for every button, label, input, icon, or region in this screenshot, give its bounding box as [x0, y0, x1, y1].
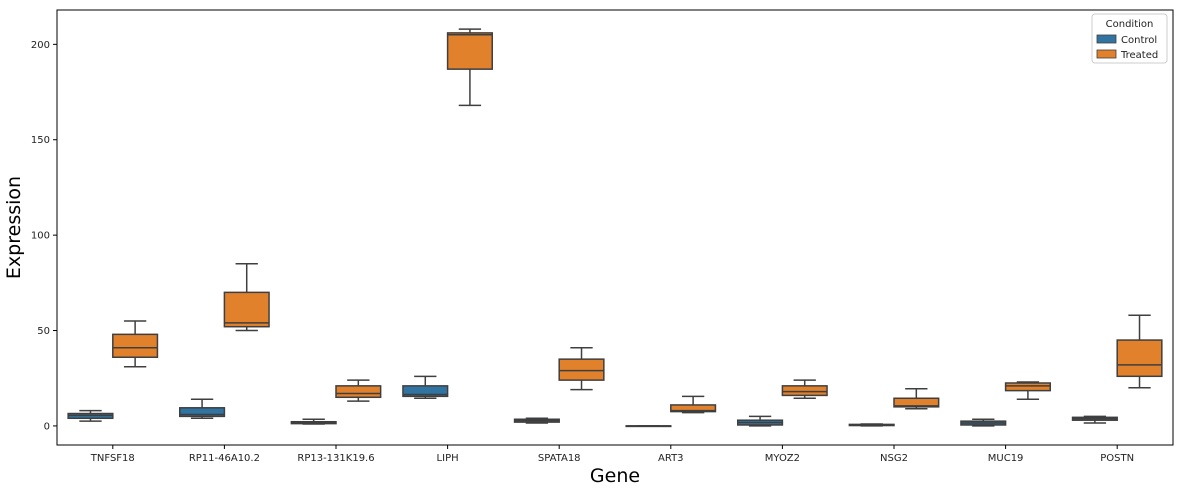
y-tick-label: 200: [31, 40, 50, 51]
iqr-box: [335, 385, 382, 399]
box-control: [179, 398, 226, 420]
box-control: [848, 423, 895, 427]
box-treated: [223, 263, 270, 332]
x-tick-label: ART3: [658, 453, 684, 464]
iqr-box: [112, 333, 159, 358]
box-treated: [1116, 314, 1163, 389]
box-treated: [893, 387, 940, 410]
x-tick-label: LIPH: [437, 453, 459, 464]
y-tick-label: 0: [44, 421, 50, 432]
box-control: [960, 418, 1007, 427]
x-tick-label: MUC19: [988, 453, 1024, 464]
x-tick-label: SPATA18: [538, 453, 581, 464]
box-treated: [112, 320, 159, 368]
legend-label: Treated: [1120, 50, 1158, 61]
box-control: [1071, 415, 1118, 424]
legend-label: Control: [1121, 35, 1157, 46]
box-control: [290, 418, 337, 425]
x-tick-label: TNFSF18: [90, 453, 135, 464]
box-treated: [781, 379, 828, 400]
legend-title: Condition: [1106, 19, 1154, 30]
x-axis: TNFSF18 RP11-46A10.2 RP13-131K19.6 LIPH SPAT…: [90, 445, 1134, 464]
iqr-box: [1004, 382, 1051, 392]
iqr-box: [1116, 339, 1163, 378]
y-axis-title: Expression: [3, 176, 25, 279]
legend-swatch: [1096, 34, 1117, 44]
legend: Condition Control Treated: [1091, 13, 1168, 64]
box-treated: [335, 379, 382, 402]
iqr-box: [446, 32, 493, 70]
y-axis: 0 50 100 150 200: [31, 40, 57, 432]
y-tick-label: 150: [31, 135, 50, 146]
iqr-box: [223, 291, 270, 328]
iqr-box: [670, 404, 717, 413]
x-axis-title: Gene: [590, 465, 640, 487]
iqr-box: [402, 385, 449, 398]
box-treated: [446, 28, 493, 107]
box-control: [625, 425, 672, 428]
box-control: [737, 415, 784, 427]
box-treated: [670, 395, 717, 414]
y-tick-label: 50: [37, 326, 50, 337]
iqr-box: [781, 385, 828, 397]
legend-swatch: [1096, 49, 1117, 59]
x-tick-label: RP13-131K19.6: [297, 453, 374, 464]
plot-frame: [56, 9, 1174, 446]
x-tick-label: MYOZ2: [765, 453, 800, 464]
y-tick-label: 100: [31, 231, 50, 242]
box-control: [513, 417, 560, 424]
x-tick-label: NSG2: [880, 453, 908, 464]
iqr-box: [558, 358, 605, 381]
iqr-box: [893, 397, 940, 408]
box-control: [402, 375, 449, 400]
iqr-box: [179, 407, 226, 418]
box-control: [67, 409, 114, 422]
plot-area: [67, 28, 1163, 428]
legend-items: Control Treated: [1096, 34, 1158, 61]
box-treated: [1004, 381, 1051, 400]
x-tick-label: RP11-46A10.2: [189, 453, 260, 464]
x-tick-label: POSTN: [1100, 453, 1134, 464]
box-treated: [558, 346, 605, 391]
